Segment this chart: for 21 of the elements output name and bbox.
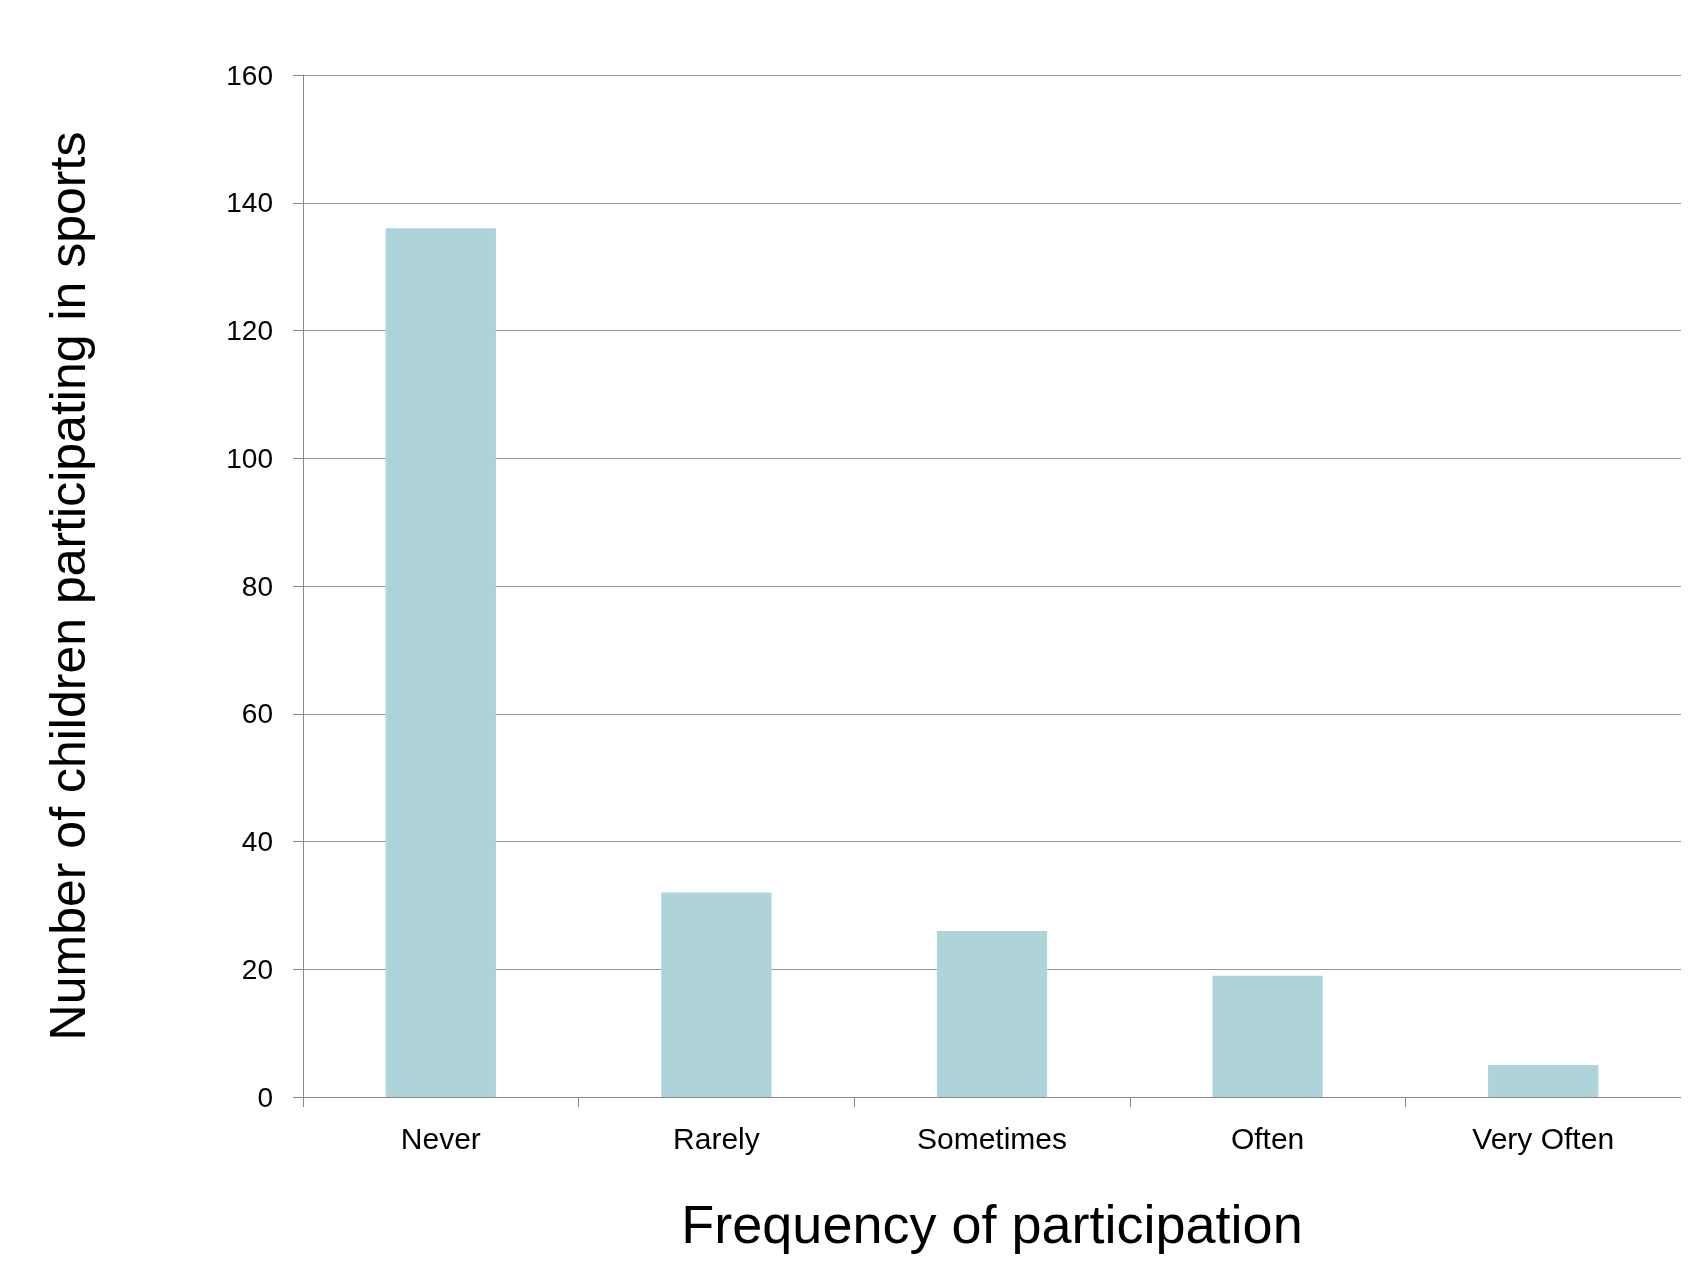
- y-tick-label: 160: [226, 59, 273, 91]
- y-tick-label: 40: [241, 826, 273, 857]
- x-tick-label: Never: [400, 1121, 481, 1155]
- x-axis-title: Frequency of participation: [681, 1194, 1303, 1254]
- bar: [1488, 1065, 1599, 1097]
- x-tick-label: Very Often: [1472, 1121, 1615, 1155]
- bar: [385, 228, 496, 1097]
- y-tick-label: 0: [257, 1081, 273, 1113]
- x-tick-label: Rarely: [673, 1121, 760, 1155]
- bar: [936, 930, 1048, 1097]
- y-tick-label: 60: [241, 698, 273, 730]
- y-tick-label: 140: [226, 187, 273, 219]
- y-tick-label: 120: [226, 315, 273, 346]
- x-tick-label: Sometimes: [916, 1121, 1068, 1155]
- x-tick-label: Often: [1230, 1121, 1305, 1155]
- y-tick-label: 100: [226, 442, 273, 474]
- y-tick-label: 20: [241, 953, 273, 985]
- y-tick-label: 80: [241, 570, 273, 602]
- y-axis-title: Number of children participating in sports: [40, 131, 96, 1041]
- bar: [661, 892, 772, 1097]
- bar: [1212, 975, 1323, 1097]
